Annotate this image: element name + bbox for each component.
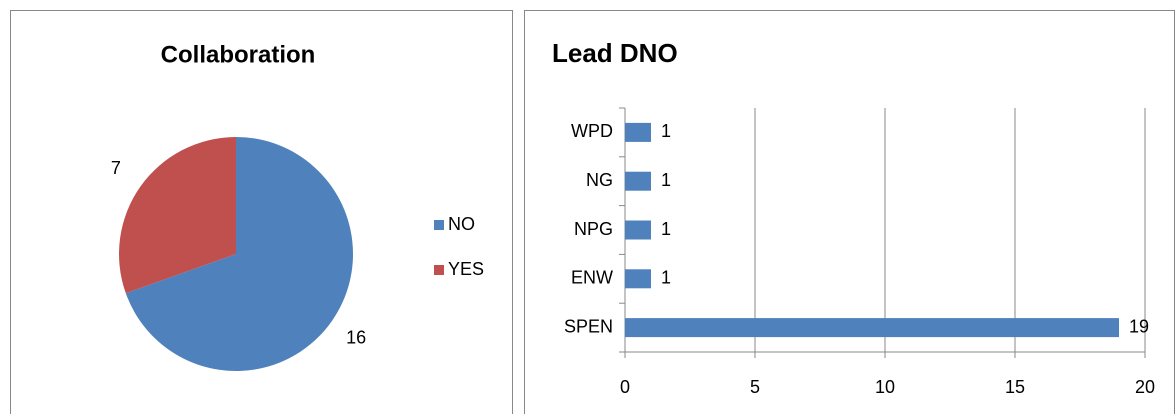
pie-slice	[125, 137, 354, 372]
bar-title: Lead DNO	[552, 38, 678, 68]
data-label: 16	[346, 328, 366, 348]
x-tick-label: 0	[620, 377, 630, 397]
bar	[625, 171, 651, 191]
legend-label: YES	[448, 259, 484, 279]
bar	[625, 318, 1119, 338]
bar	[625, 269, 651, 289]
x-tick-label: 5	[750, 377, 760, 397]
x-tick-label: 20	[1135, 377, 1155, 397]
x-tick-label: 15	[1005, 377, 1025, 397]
data-label: 1	[661, 219, 671, 239]
pie-title: Collaboration	[161, 41, 316, 68]
y-tick-label: WPD	[571, 121, 613, 141]
y-tick-label: SPEN	[564, 316, 613, 336]
legend-swatch	[434, 220, 444, 230]
y-tick-label: ENW	[571, 268, 613, 288]
legend-label: NO	[448, 214, 475, 234]
bar	[625, 220, 651, 240]
data-label: 1	[661, 170, 671, 190]
right-panel	[524, 10, 1175, 414]
legend-swatch	[434, 265, 444, 275]
bar	[625, 122, 651, 142]
pie-slice	[119, 137, 236, 294]
y-tick-label: NPG	[574, 219, 613, 239]
data-label: 1	[661, 121, 671, 141]
x-tick-label: 10	[875, 377, 895, 397]
data-label: 7	[111, 158, 121, 178]
data-label: 19	[1129, 316, 1149, 336]
data-label: 1	[661, 268, 671, 288]
y-tick-label: NG	[586, 170, 613, 190]
